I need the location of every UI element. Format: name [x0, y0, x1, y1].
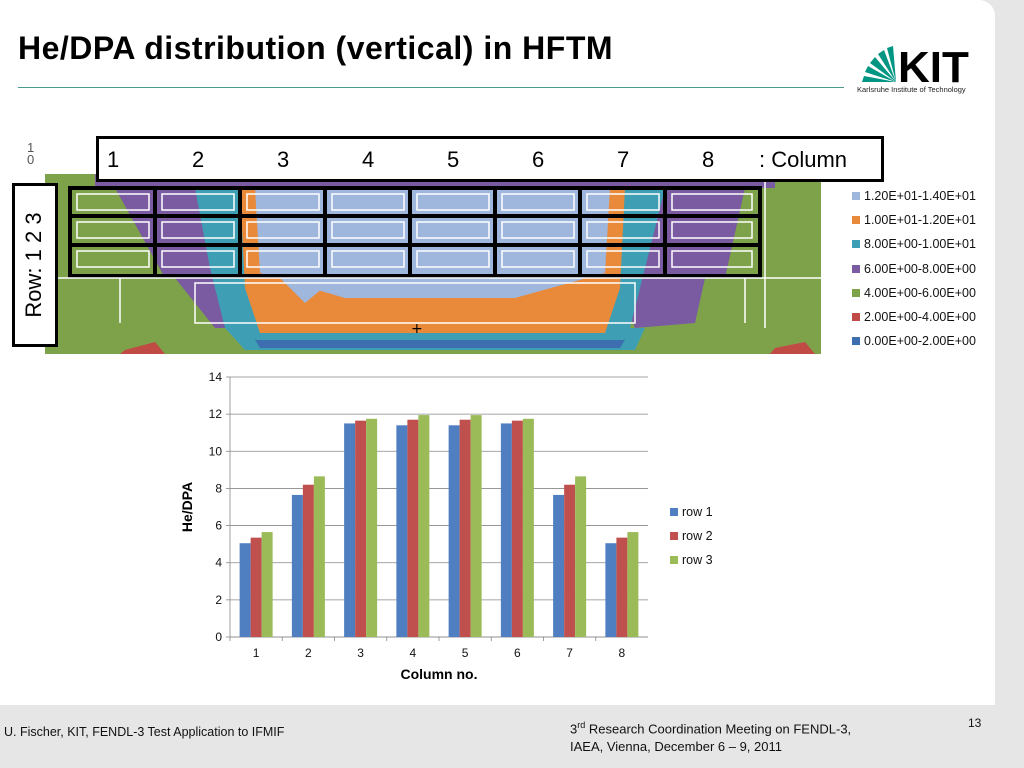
y-tick-label: 2: [215, 593, 222, 607]
y-tick-label: 8: [215, 481, 222, 495]
bar-row-3-col-4: [418, 415, 430, 637]
kit-logo-fan-icon: [862, 46, 896, 82]
bar-row-2-col-8: [616, 537, 628, 637]
contour-legend-label: 4.00E+00-6.00E+00: [864, 285, 976, 300]
bar-row-2-col-2: [302, 484, 314, 637]
kit-logo-text: KIT: [898, 43, 969, 92]
y-tick-label: 6: [215, 519, 222, 533]
y-tick-label: 0: [215, 630, 222, 644]
x-tick-label: 4: [410, 646, 417, 660]
bar-legend-label: row 1: [682, 505, 713, 519]
contour-legend-item: 1.00E+01-1.20E+01: [852, 208, 976, 232]
slide: He/DPA distribution (vertical) in HFTM K…: [0, 0, 995, 705]
bar-row-3-col-5: [470, 415, 482, 637]
page-number: 13: [968, 716, 982, 730]
bar-row-2-col-3: [355, 420, 367, 637]
column-label-6: 6: [532, 147, 545, 172]
x-axis-label: Column no.: [401, 666, 478, 682]
contour-corner-label: 1 0: [27, 140, 35, 167]
bar-legend-item-row-2: row 2: [670, 524, 713, 548]
column-label-5: 5: [447, 147, 460, 172]
contour-legend-item: 1.20E+01-1.40E+01: [852, 184, 976, 208]
bar-row-3-col-2: [313, 476, 325, 637]
bar-row-3-col-1: [261, 532, 273, 637]
row-label: Row: 1 2 3: [21, 212, 46, 318]
contour-legend-label: 2.00E+00-4.00E+00: [864, 310, 976, 325]
column-label-suffix: : Column: [759, 147, 848, 172]
column-label-2: 2: [192, 147, 205, 172]
bar-row-2-col-1: [250, 537, 262, 637]
contour-legend-item: 4.00E+00-6.00E+00: [852, 281, 976, 305]
column-label-7: 7: [617, 147, 630, 172]
contour-legend-label: 6.00E+00-8.00E+00: [864, 261, 976, 276]
contour-cell-grid: [68, 186, 762, 278]
contour-legend-item: 6.00E+00-8.00E+00: [852, 257, 976, 281]
bar-row-1-col-7: [553, 494, 565, 637]
bar-legend-item-row-1: row 1: [670, 500, 713, 524]
bar-legend-label: row 3: [682, 553, 713, 567]
kit-logo-subtitle: Karlsruhe Institute of Technology: [857, 85, 966, 94]
contour-legend-label: 1.00E+01-1.20E+01: [864, 213, 976, 228]
x-tick-label: 8: [619, 646, 626, 660]
bar-legend-label: row 2: [682, 529, 713, 543]
contour-legend-label: 8.00E+00-1.00E+01: [864, 237, 976, 252]
column-label-4: 4: [362, 147, 375, 172]
y-axis-label: He/DPA: [179, 482, 195, 532]
bar-row-1-col-8: [605, 543, 617, 637]
column-label-box: 1 2 3 4 5 6 7 8 : Column: [96, 136, 884, 182]
bar-row-1-col-4: [396, 425, 408, 637]
slide-title: He/DPA distribution (vertical) in HFTM: [18, 30, 614, 66]
bar-row-3-col-8: [627, 532, 639, 637]
crosshair-marker: +: [411, 321, 423, 337]
contour-legend-label: 1.20E+01-1.40E+01: [864, 189, 976, 204]
row-label-box: Row: 1 2 3: [12, 183, 58, 347]
bar-legend-item-row-3: row 3: [670, 548, 713, 572]
bar-chart-legend: row 1 row 2 row 3: [670, 500, 713, 572]
column-label-1: 1: [107, 147, 120, 172]
bar-row-1-col-2: [291, 494, 303, 637]
column-label-8: 8: [702, 147, 715, 172]
bar-row-1-col-5: [448, 425, 460, 637]
contour-legend-item: 0.00E+00-2.00E+00: [852, 329, 976, 353]
bar-row-3-col-3: [366, 418, 378, 637]
contour-legend: 1.20E+01-1.40E+01 1.00E+01-1.20E+01 8.00…: [852, 184, 976, 353]
bar-row-2-col-7: [564, 484, 576, 637]
y-tick-label: 12: [209, 407, 223, 421]
footer-meeting: 3rd Research Coordination Meeting on FEN…: [570, 720, 852, 755]
contour-legend-item: 8.00E+00-1.00E+01: [852, 232, 976, 256]
title-divider: [18, 87, 844, 88]
column-label-3: 3: [277, 147, 290, 172]
bar-row-1-col-1: [239, 543, 251, 637]
x-tick-label: 6: [514, 646, 521, 660]
bar-row-2-col-5: [459, 419, 471, 637]
bar-row-2-col-6: [511, 420, 523, 637]
x-tick-label: 5: [462, 646, 469, 660]
contour-legend-label: 0.00E+00-2.00E+00: [864, 334, 976, 349]
bar-row-1-col-3: [344, 423, 356, 637]
x-tick-label: 2: [305, 646, 312, 660]
x-tick-label: 3: [357, 646, 364, 660]
y-tick-label: 14: [209, 370, 223, 384]
x-tick-label: 1: [253, 646, 260, 660]
y-tick-label: 4: [215, 556, 222, 570]
y-tick-label: 10: [209, 444, 223, 458]
kit-logo: KIT: [862, 43, 969, 92]
bar-row-3-col-6: [522, 418, 534, 637]
bar-row-2-col-4: [407, 419, 419, 637]
contour-legend-item: 2.00E+00-4.00E+00: [852, 305, 976, 329]
bar-row-3-col-7: [575, 476, 587, 637]
x-tick-label: 7: [566, 646, 573, 660]
footer-author: U. Fischer, KIT, FENDL-3 Test Applicatio…: [4, 725, 285, 739]
bar-row-1-col-6: [500, 423, 512, 637]
